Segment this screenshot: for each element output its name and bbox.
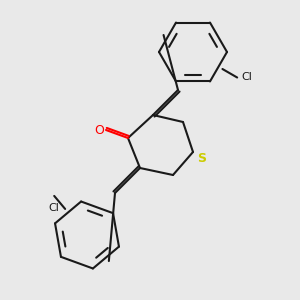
Text: Cl: Cl [241,73,252,82]
Text: O: O [94,124,104,136]
Text: Cl: Cl [49,203,60,213]
Text: S: S [197,152,206,164]
